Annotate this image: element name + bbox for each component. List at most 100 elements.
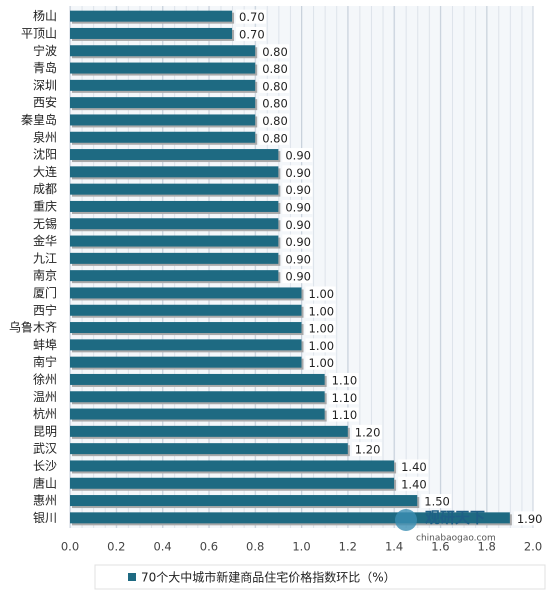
value-label: 0.70: [239, 27, 265, 41]
bar: [70, 97, 256, 109]
value-label: 1.10: [332, 408, 358, 422]
value-label-bg: [421, 494, 452, 509]
legend-label: 70个大中城市新建商品住宅价格指数环比（%）: [141, 570, 396, 585]
value-label-bg: [305, 321, 336, 336]
bar: [70, 322, 302, 334]
value-label-bg: [282, 199, 313, 214]
bar: [70, 287, 302, 299]
bar: [70, 270, 279, 282]
bar: [70, 356, 302, 368]
legend: 70个大中城市新建商品住宅价格指数环比（%）: [128, 570, 396, 585]
value-label: 1.00: [309, 304, 335, 318]
y-tick-label: 无锡: [33, 216, 57, 231]
value-label-bg: [351, 442, 382, 457]
y-tick-label: 南宁: [33, 354, 57, 369]
bar: [70, 460, 395, 472]
y-tick-label: 昆明: [33, 424, 57, 438]
y-tick-label: 银川: [33, 511, 57, 525]
legend-swatch: [128, 573, 136, 581]
value-label-bg: [282, 182, 313, 197]
legend-box: [94, 564, 546, 590]
watermark-name: 观研天下: [425, 509, 485, 527]
bar: [70, 200, 279, 212]
y-tick-label: 大连: [33, 164, 57, 179]
bar: [70, 235, 279, 247]
bar: [70, 183, 279, 195]
value-label-bg: [236, 26, 267, 41]
bar: [70, 62, 256, 74]
value-label: 0.90: [285, 252, 311, 266]
value-label-bg: [328, 390, 359, 405]
watermark-logo: [395, 509, 417, 531]
y-tick-label: 杨山: [33, 8, 57, 23]
value-label: 1.00: [309, 339, 335, 353]
value-label-bg: [328, 407, 359, 422]
value-label: 1.00: [309, 287, 335, 301]
value-label-bg: [398, 476, 429, 491]
bar: [70, 304, 302, 316]
value-label-bg: [236, 9, 267, 24]
x-tick-label: 0.8: [246, 540, 264, 554]
bar: [70, 495, 418, 507]
watermark: 观研天下 chinabaogao.com: [395, 509, 496, 544]
value-label: 1.10: [332, 373, 358, 387]
value-label-bg: [305, 355, 336, 370]
bar: [70, 27, 233, 39]
bar: [70, 149, 279, 161]
value-label: 0.90: [285, 183, 311, 197]
bar: [70, 373, 325, 385]
value-label: 1.20: [355, 425, 381, 439]
value-label: 0.80: [262, 45, 288, 59]
bar: [70, 339, 302, 351]
value-label-bg: [282, 269, 313, 284]
y-tick-label: 南京: [33, 268, 57, 283]
y-tick-label: 沈阳: [33, 147, 57, 162]
x-tick-label: 0.0: [61, 540, 79, 554]
y-tick-label: 武汉: [33, 442, 57, 456]
value-label: 1.10: [332, 391, 358, 405]
value-label-bg: [259, 61, 290, 76]
value-label: 1.00: [309, 322, 335, 336]
value-label-bg: [328, 372, 359, 387]
value-label-bg: [259, 113, 290, 128]
x-tick-label: 0.6: [200, 540, 218, 554]
value-label-bg: [259, 96, 290, 111]
x-tick-label: 1.0: [292, 540, 310, 554]
value-label-bg: [398, 459, 429, 474]
x-tick-label: 1.2: [339, 540, 357, 554]
y-tick-label: 惠州: [33, 494, 57, 508]
value-label-bg: [282, 148, 313, 163]
bar: [70, 408, 325, 420]
y-tick-label: 重庆: [33, 199, 57, 213]
value-label-bg: [305, 303, 336, 318]
x-tick-label: 1.6: [431, 540, 449, 554]
y-tick-label: 温州: [33, 390, 57, 404]
value-label: 0.70: [239, 10, 265, 24]
value-label-bg: [282, 217, 313, 232]
value-label-bg: [282, 234, 313, 249]
value-label: 1.90: [517, 512, 543, 526]
y-tick-label: 泉州: [33, 130, 57, 144]
value-label: 0.80: [262, 114, 288, 128]
bar: [70, 114, 256, 126]
x-tick-label: 0.2: [107, 540, 125, 554]
value-label: 0.90: [285, 235, 311, 249]
bar: [70, 443, 348, 455]
value-label: 1.40: [401, 477, 427, 491]
x-tick-label: 1.8: [478, 540, 496, 554]
value-label-bg: [282, 165, 313, 180]
value-label-bg: [259, 130, 290, 145]
y-tick-label: 西宁: [33, 302, 57, 317]
value-label-bg: [305, 286, 336, 301]
x-tick-label: 2.0: [524, 540, 542, 554]
value-label: 0.90: [285, 270, 311, 284]
value-label: 0.80: [262, 62, 288, 76]
y-tick-label: 深圳: [33, 78, 57, 92]
bar: [70, 252, 279, 264]
y-tick-label: 徐州: [33, 371, 57, 386]
y-tick-label: 厦门: [33, 285, 57, 300]
bar: [70, 131, 256, 143]
bar: [70, 391, 325, 403]
y-tick-label: 秦皇岛: [21, 112, 57, 127]
